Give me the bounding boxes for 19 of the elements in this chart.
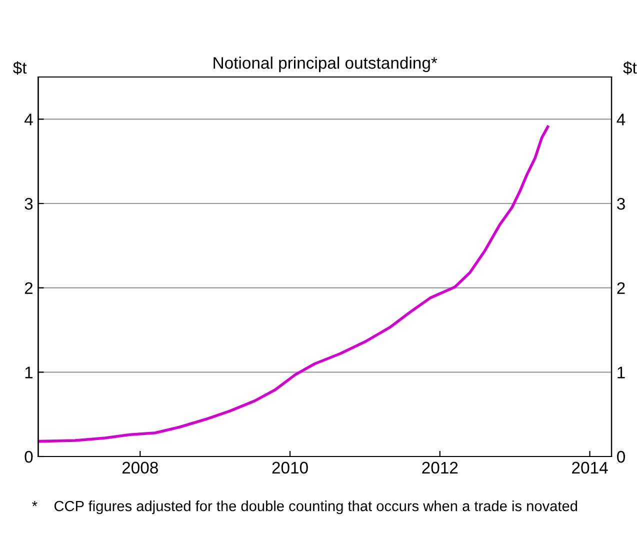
y-axis-title: $t (13, 61, 27, 75)
y2-axis-title: $t (623, 61, 637, 75)
y-tick-label: 1 (25, 366, 33, 378)
chart-title: Notional principal outstanding* (214, 56, 438, 72)
y-tick-label: 4 (24, 114, 33, 126)
y-tick-label: 3 (24, 198, 33, 210)
y2-tick-label: 2 (617, 282, 625, 294)
x-tick-label: 2014 (572, 462, 608, 474)
text: * CCP figures adjusted for the double counting that occurs when a trade is novated (32, 500, 578, 514)
y-tick-label: 2 (24, 282, 33, 294)
x-tick-label: 2008 (122, 462, 158, 474)
y2-tick-label: 3 (617, 198, 625, 210)
x-tick-label: 2010 (272, 462, 308, 474)
y2-tick-label: 4 (616, 114, 626, 126)
line-series (38, 125, 550, 443)
y2-tick-label: 1 (618, 366, 625, 378)
y2-tick-label: 0 (617, 450, 625, 463)
x-tick-label: 2012 (422, 462, 458, 474)
y-tick-label: 0 (24, 450, 33, 463)
